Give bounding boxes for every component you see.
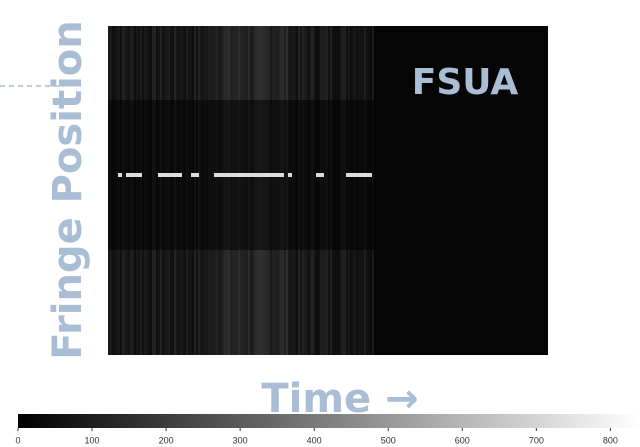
- tick-label: 300: [233, 435, 248, 445]
- y-axis-label: Fringe Position: [45, 20, 91, 359]
- tick-label: 400: [307, 435, 322, 445]
- page: Fringe Position FSUA Time → 010020030040…: [0, 0, 640, 447]
- fringe-dot: [126, 173, 142, 177]
- tick-label: 700: [529, 435, 544, 445]
- fringe-dot: [118, 173, 122, 177]
- tick-label: 500: [381, 435, 396, 445]
- tick-label: 0: [15, 435, 20, 445]
- fringe-dot: [316, 173, 324, 177]
- fringe-dot: [158, 173, 182, 177]
- fringe-dot: [288, 173, 292, 177]
- fringe-dot: [214, 173, 284, 177]
- tick-label: 600: [455, 435, 470, 445]
- colorbar: [18, 414, 640, 428]
- panel-label: FSUA: [412, 62, 519, 103]
- tick-label: 100: [85, 435, 100, 445]
- fringe-dot: [346, 173, 372, 177]
- tick-label: 800: [603, 435, 618, 445]
- tick-label: 200: [159, 435, 174, 445]
- colorbar-ticks: 0 100 200 300 400 500 600 700 800: [15, 428, 617, 445]
- fringe-dot: [191, 173, 199, 177]
